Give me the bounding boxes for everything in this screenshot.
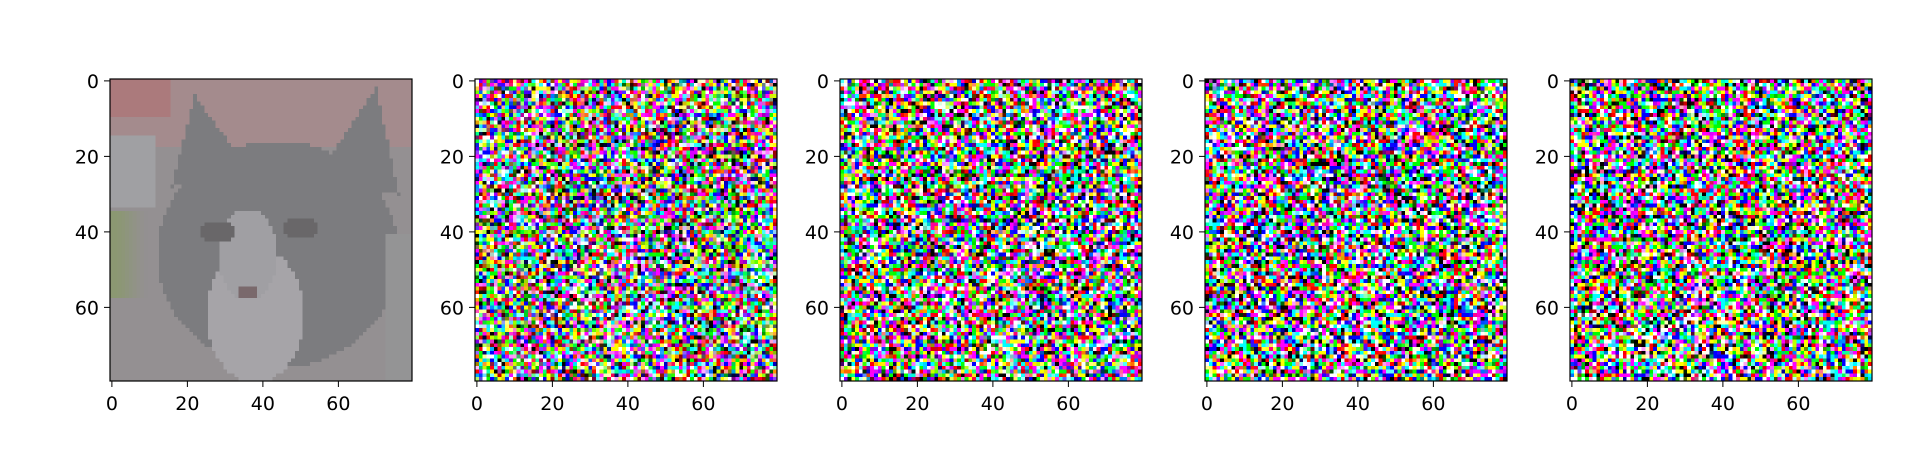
image-panel-5: 0 20 40 60 0 20 40 60 [1535, 71, 1873, 415]
y-tick-label: 40 [75, 222, 99, 244]
x-tick-label: 40 [1346, 393, 1370, 415]
y-tick-label: 20 [1170, 146, 1194, 168]
x-tick-label: 0 [471, 393, 483, 415]
y-tick-label: 20 [805, 146, 829, 168]
y-tick-label: 20 [75, 146, 99, 168]
x-tick-label: 20 [1635, 393, 1659, 415]
y-tick-label: 0 [1182, 71, 1194, 93]
x-tick-label: 20 [540, 393, 564, 415]
axes-frame [839, 78, 1143, 382]
image-panel-2: 0 20 40 60 0 20 40 60 [440, 71, 778, 415]
x-tick-label: 0 [836, 393, 848, 415]
y-tick-label: 60 [440, 297, 464, 319]
image-panel-3: 0 20 40 60 0 20 40 60 [805, 71, 1143, 415]
x-tick-label: 20 [175, 393, 199, 415]
x-tick-label: 0 [106, 393, 118, 415]
panel-image-1 [110, 79, 412, 381]
x-tick-label: 40 [251, 393, 275, 415]
x-tick-label: 60 [1421, 393, 1445, 415]
x-tick-label: 20 [905, 393, 929, 415]
x-tick-label: 0 [1566, 393, 1578, 415]
x-tick-label: 40 [981, 393, 1005, 415]
y-tick-label: 40 [1170, 222, 1194, 244]
panel-image-3 [840, 79, 1142, 381]
y-tick-label: 40 [1535, 222, 1559, 244]
axes-frame [474, 78, 778, 382]
image-panel-1: 0 20 40 60 0 20 40 60 [75, 71, 413, 415]
x-tick-label: 60 [1056, 393, 1080, 415]
y-tick-label: 60 [805, 297, 829, 319]
panel-image-5 [1570, 79, 1872, 381]
panel-image-2 [475, 79, 777, 381]
y-tick-label: 60 [1170, 297, 1194, 319]
x-tick-label: 60 [691, 393, 715, 415]
y-tick-label: 0 [1547, 71, 1559, 93]
panels-group: 0 20 40 60 0 20 40 60 0 20 40 60 0 20 40 60 0 20 40 60 0 20 40… [75, 71, 1873, 415]
x-tick-label: 0 [1201, 393, 1213, 415]
panel-image-4 [1205, 79, 1507, 381]
axes-frame [1204, 78, 1508, 382]
image-panel-4: 0 20 40 60 0 20 40 60 [1170, 71, 1508, 415]
x-tick-label: 20 [1270, 393, 1294, 415]
y-tick-label: 60 [1535, 297, 1559, 319]
y-tick-label: 20 [440, 146, 464, 168]
y-tick-label: 0 [817, 71, 829, 93]
axes-frame [1569, 78, 1873, 382]
y-tick-label: 20 [1535, 146, 1559, 168]
x-tick-label: 60 [1786, 393, 1810, 415]
y-tick-label: 40 [440, 222, 464, 244]
y-tick-label: 0 [452, 71, 464, 93]
x-tick-label: 60 [326, 393, 350, 415]
x-tick-label: 40 [616, 393, 640, 415]
y-tick-label: 0 [87, 71, 99, 93]
y-tick-label: 40 [805, 222, 829, 244]
y-tick-label: 60 [75, 297, 99, 319]
axes-frame [109, 78, 413, 382]
x-tick-label: 40 [1711, 393, 1735, 415]
